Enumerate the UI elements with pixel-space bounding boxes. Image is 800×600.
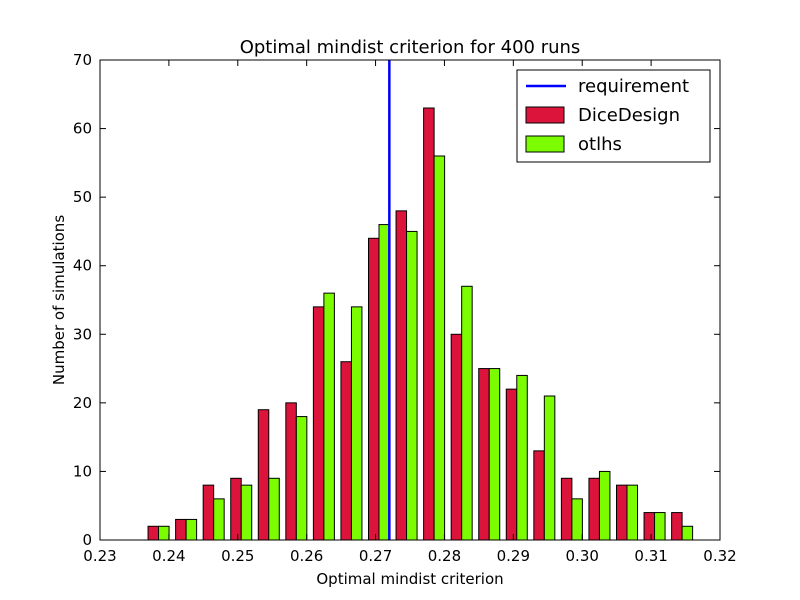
x-tick-label: 0.24 bbox=[152, 547, 185, 565]
y-tick-label: 0 bbox=[82, 531, 92, 549]
bar-dicedesign-3 bbox=[230, 477, 242, 541]
bar-otlhs-4 bbox=[268, 477, 280, 541]
bar-dicedesign-10 bbox=[423, 107, 435, 541]
y-tick-label: 20 bbox=[73, 394, 92, 412]
x-axis-title: Optimal mindist criterion bbox=[316, 570, 503, 588]
bar-otlhs-2 bbox=[213, 498, 225, 541]
legend-dicedesign-swatch bbox=[525, 106, 565, 124]
x-tick-label: 0.25 bbox=[221, 547, 254, 565]
bar-otlhs-8 bbox=[378, 224, 390, 541]
y-axis-ticks: 0 10 20 30 40 50 60 70 bbox=[73, 51, 720, 549]
bar-dicedesign-13 bbox=[505, 388, 518, 541]
legend: requirement DiceDesign otlhs bbox=[516, 69, 711, 163]
y-tick-label: 70 bbox=[73, 51, 92, 69]
bar-otlhs-19 bbox=[681, 525, 694, 541]
bar-dicedesign-2 bbox=[202, 484, 215, 541]
x-tick-label: 0.32 bbox=[703, 547, 736, 565]
bars-group bbox=[147, 107, 694, 541]
x-tick-label: 0.28 bbox=[428, 547, 461, 565]
bar-dicedesign-9 bbox=[395, 210, 408, 541]
bar-dicedesign-11 bbox=[450, 333, 463, 541]
legend-requirement-label: requirement bbox=[578, 76, 689, 97]
plot-frame bbox=[99, 59, 721, 541]
bar-dicedesign-17 bbox=[616, 484, 628, 541]
chart-title: Optimal mindist criterion for 400 runs bbox=[240, 37, 581, 58]
bar-otlhs-9 bbox=[406, 230, 418, 541]
bar-dicedesign-6 bbox=[312, 306, 325, 541]
bar-dicedesign-18 bbox=[643, 512, 656, 541]
bar-dicedesign-1 bbox=[175, 518, 187, 541]
bar-otlhs-16 bbox=[598, 470, 611, 541]
bar-dicedesign-7 bbox=[340, 361, 352, 541]
bar-dicedesign-19 bbox=[671, 512, 683, 541]
bar-otlhs-17 bbox=[626, 484, 638, 541]
x-tick-label: 0.23 bbox=[83, 547, 116, 565]
bar-otlhs-15 bbox=[571, 498, 583, 541]
bar-otlhs-11 bbox=[461, 285, 473, 541]
bar-dicedesign-0 bbox=[147, 525, 160, 541]
bar-dicedesign-4 bbox=[257, 409, 270, 541]
x-tick-label: 0.27 bbox=[359, 547, 392, 565]
legend-otlhs-label: otlhs bbox=[578, 134, 622, 155]
bar-otlhs-18 bbox=[654, 512, 666, 541]
x-tick-label: 0.29 bbox=[497, 547, 530, 565]
bar-otlhs-7 bbox=[350, 306, 363, 541]
bar-otlhs-10 bbox=[433, 155, 446, 541]
x-axis-ticks: 0.23 0.24 0.25 0.26 0.27 0.28 0.29 0.30 0.31 0.32 bbox=[83, 60, 737, 565]
x-tick-label: 0.30 bbox=[566, 547, 599, 565]
bar-dicedesign-12 bbox=[478, 368, 490, 541]
bar-dicedesign-5 bbox=[285, 402, 297, 541]
bar-otlhs-13 bbox=[516, 374, 528, 541]
x-tick-label: 0.26 bbox=[290, 547, 323, 565]
y-axis-title: Number of simulations bbox=[50, 215, 68, 385]
bar-otlhs-3 bbox=[240, 484, 253, 541]
bar-otlhs-12 bbox=[488, 368, 501, 541]
bar-otlhs-14 bbox=[543, 395, 556, 541]
bar-dicedesign-14 bbox=[533, 450, 545, 541]
legend-otlhs-swatch bbox=[525, 135, 565, 153]
y-tick-label: 30 bbox=[73, 325, 92, 343]
bar-otlhs-5 bbox=[295, 416, 308, 541]
y-tick-label: 60 bbox=[73, 120, 92, 138]
y-tick-label: 50 bbox=[73, 188, 92, 206]
bar-otlhs-0 bbox=[158, 525, 170, 541]
bar-dicedesign-8 bbox=[368, 237, 380, 541]
y-tick-label: 40 bbox=[73, 257, 92, 275]
x-tick-label: 0.31 bbox=[634, 547, 667, 565]
bar-dicedesign-16 bbox=[588, 477, 600, 541]
bar-otlhs-1 bbox=[185, 518, 198, 541]
y-tick-label: 10 bbox=[73, 462, 92, 480]
legend-dicedesign-label: DiceDesign bbox=[578, 105, 680, 126]
bar-otlhs-6 bbox=[323, 292, 335, 541]
bar-dicedesign-15 bbox=[560, 477, 573, 541]
